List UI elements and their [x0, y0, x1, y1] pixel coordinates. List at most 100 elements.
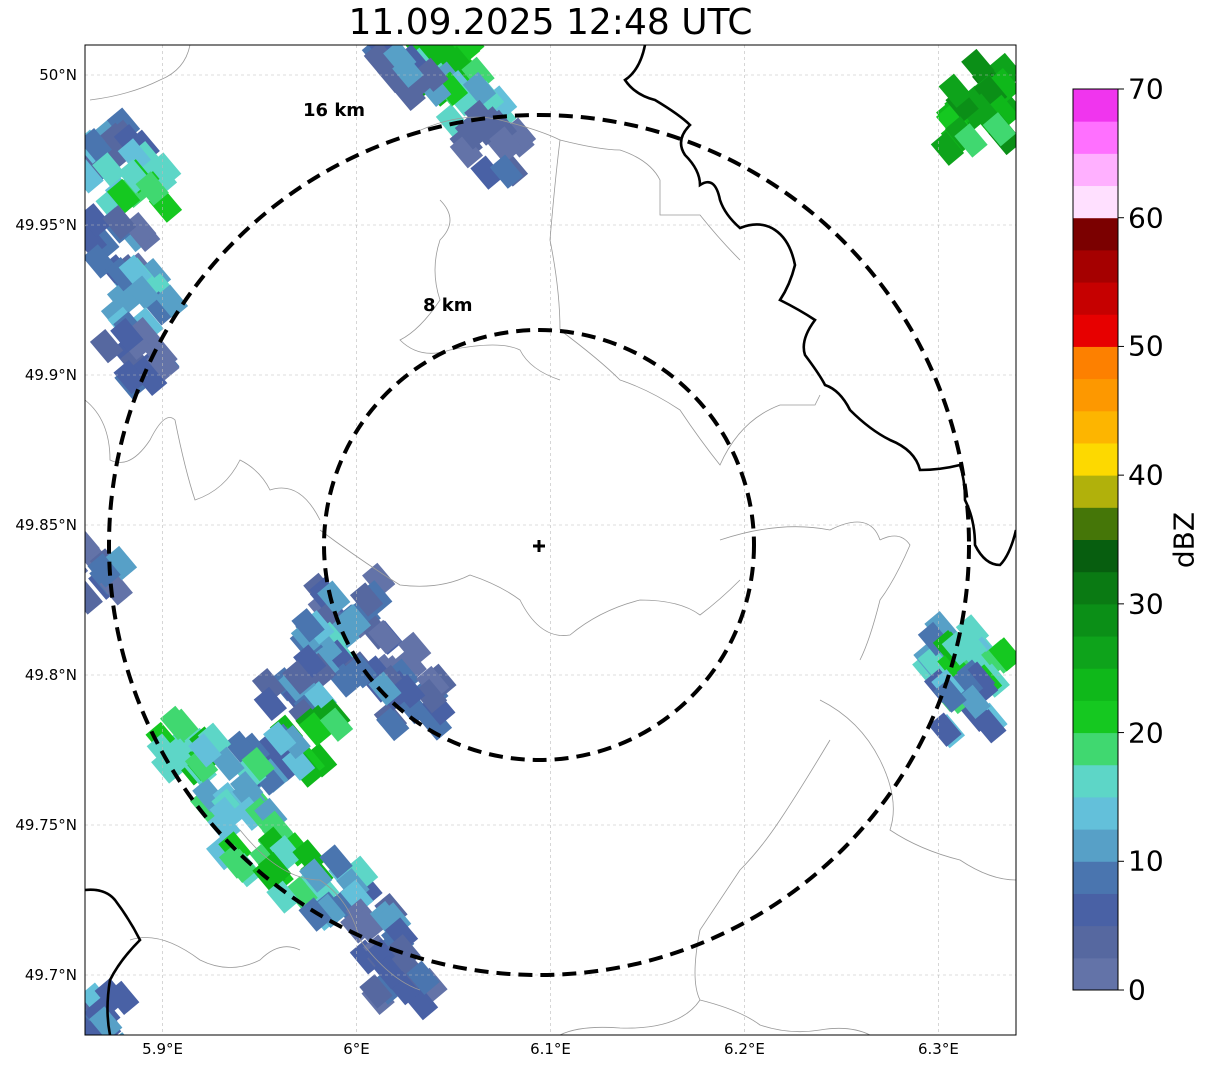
echo-pixel [938, 73, 972, 108]
echo-pixel [961, 48, 995, 84]
echo-pixel [106, 1032, 141, 1035]
colorbar-bin [1073, 314, 1118, 347]
ring-label-8km: 8 km [423, 295, 473, 316]
echo-pixel [257, 851, 292, 887]
echo-pixel [281, 660, 316, 695]
colorbar-bin [1073, 764, 1118, 798]
echo-pixel [89, 1006, 123, 1035]
echo-pixel [383, 45, 417, 75]
echo-pixel [154, 284, 189, 319]
echo-pixel [184, 748, 219, 783]
echo-pixel [426, 45, 461, 67]
echo-pixel [113, 359, 147, 395]
echo-pixel [449, 134, 484, 169]
lat-tick-label: 50°N [39, 66, 77, 84]
echo-pixel [337, 603, 372, 639]
colorbar-bin [1073, 185, 1118, 219]
colorbar-bin [1073, 700, 1118, 734]
colorbar-bin [1073, 153, 1118, 187]
echo-pixel [365, 45, 399, 76]
echo-pixel [102, 205, 136, 240]
echo-cell [361, 45, 452, 111]
echo-pixel [298, 897, 332, 932]
echo-pixel [266, 879, 300, 914]
echo-pixel [85, 159, 104, 194]
colorbar-bin [1073, 668, 1118, 701]
echo-pixel [954, 123, 988, 158]
colorbar-tick-label: 50 [1128, 329, 1164, 363]
colorbar-bin [1073, 507, 1118, 540]
echo-pixel [85, 203, 112, 238]
echo-pixel [85, 128, 113, 163]
range-ring-16km [107, 113, 971, 977]
ring-label-16km: 16 km [303, 100, 366, 121]
lon-tick-label: 5.9°E [142, 1040, 183, 1058]
echo-pixel [462, 71, 497, 107]
echo-pixel [489, 126, 523, 161]
echo-pixel [117, 138, 152, 173]
colorbar-bin [1073, 925, 1118, 959]
colorbar-tick-label: 0 [1128, 973, 1146, 1007]
echo-pixel [418, 706, 453, 741]
echo-pixel [188, 733, 222, 768]
echo-pixel [406, 960, 440, 995]
echo-pixel [470, 155, 504, 190]
colorbar-bin [1073, 893, 1118, 927]
echo-pixel [362, 562, 396, 598]
echo-pixel [928, 712, 962, 747]
colorbar-bin [1073, 346, 1118, 380]
echo-pixel [317, 580, 351, 615]
colorbar-bin [1073, 475, 1118, 508]
national-borders [85, 45, 1016, 1035]
echo-pixel [263, 721, 297, 756]
echo-pixel [92, 152, 126, 187]
echo-pixel [241, 746, 275, 782]
echo-pixel [127, 316, 161, 352]
echo-pixel [451, 45, 485, 60]
echo-pixel [126, 275, 161, 310]
colorbar-bin [1073, 829, 1118, 862]
range-ring-8km [322, 328, 756, 762]
colorbar-tick-label: 40 [1128, 458, 1164, 492]
echo-pixel [85, 526, 100, 562]
echo-pixel [251, 667, 286, 703]
lat-tick-label: 49.7°N [24, 966, 77, 984]
lat-tick-label: 49.95°N [15, 216, 77, 234]
echo-cell [85, 977, 141, 1035]
echo-pixel [387, 934, 421, 969]
echo-pixel [209, 796, 243, 832]
echo-pixel [413, 678, 448, 714]
echo-pixel [50, 549, 83, 583]
echo-pixel [933, 678, 967, 713]
echo-pixel [350, 907, 384, 942]
colorbar-bin [1073, 217, 1118, 251]
echo-pixel [982, 112, 1016, 147]
echo-pixel [106, 178, 141, 214]
map-frame [84, 44, 1017, 1036]
echo-pixel [89, 328, 124, 364]
lon-tick-label: 6.2°E [724, 1040, 765, 1058]
echo-pixel [148, 152, 182, 187]
reflectivity-echoes [50, 45, 1016, 1035]
echo-pixel [367, 619, 402, 655]
map-gridlines [85, 45, 1016, 1035]
echo-pixel [359, 974, 393, 1009]
echo-pixel [230, 770, 264, 806]
echo-pixel [160, 738, 194, 773]
echo-pixel [291, 608, 325, 643]
colorbar-bin [1073, 378, 1118, 412]
colorbar-tick-label: 60 [1128, 201, 1164, 235]
lat-tick-label: 49.8°N [24, 666, 77, 684]
echo-pixel [144, 337, 178, 373]
map-title: 11.09.2025 12:48 UTC [348, 2, 753, 43]
colorbar-bin [1073, 732, 1118, 766]
lat-tick-label: 49.9°N [24, 366, 77, 384]
colorbar-tick-label: 70 [1128, 72, 1164, 106]
colorbar-bin [1073, 282, 1118, 315]
lon-tick-label: 6.1°E [530, 1040, 571, 1058]
colorbar-bin [1073, 121, 1118, 154]
colorbar-bin [1073, 796, 1118, 830]
echo-pixel [328, 663, 362, 698]
echo-pixel [85, 549, 89, 584]
